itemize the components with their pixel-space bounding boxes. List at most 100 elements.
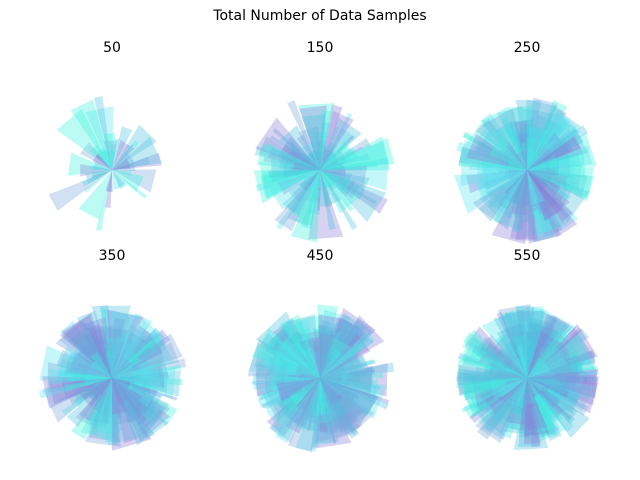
polar-bar [500, 116, 527, 170]
polar-bar [320, 327, 358, 378]
polar-bar [102, 353, 113, 378]
polar-bar [112, 329, 161, 378]
polar-bar [112, 378, 178, 401]
polar-bar [527, 170, 562, 244]
polar-bar [111, 378, 152, 451]
polar-bar [527, 138, 551, 170]
polar-bar [58, 346, 112, 378]
polar-bar [496, 362, 527, 378]
polar-bar [296, 134, 320, 170]
polar-bar [524, 378, 539, 416]
polar-bar [527, 326, 555, 378]
polar-bar [492, 378, 527, 396]
polar-bar [320, 378, 331, 397]
polar-bar [320, 364, 345, 378]
polar-bar [312, 378, 320, 397]
polar-bar [291, 170, 320, 218]
polar-bar [320, 170, 333, 189]
polar-bar [484, 360, 527, 378]
polar-bar [500, 347, 527, 378]
polar-bar [79, 346, 112, 378]
polar-bar [527, 119, 563, 170]
polar-bar [68, 370, 112, 382]
polar-bar [297, 164, 320, 175]
polar-bar [296, 378, 320, 417]
polar-bar [504, 161, 527, 175]
polar-bar [523, 359, 535, 378]
polar-bar [320, 329, 339, 378]
polar-bar [306, 378, 320, 432]
polar-bar [527, 341, 572, 378]
polar-bar [511, 378, 527, 399]
polar-bar [514, 346, 532, 378]
polar-bar [527, 378, 552, 422]
polar-bar [503, 378, 527, 405]
polar-bar [527, 378, 550, 408]
polar-bar [526, 332, 542, 378]
polar-bar [527, 170, 559, 176]
polar-bar [280, 361, 320, 378]
polar-bar [320, 378, 380, 413]
polar-bar [316, 378, 320, 413]
polar-bar [480, 160, 527, 170]
polar-bar [527, 128, 584, 170]
polar-bar [97, 378, 112, 392]
polar-bar [320, 371, 344, 378]
polar-bar [112, 378, 144, 391]
polar-bar [527, 315, 571, 378]
polar-bar [91, 305, 131, 378]
polar-bar [313, 354, 320, 378]
polar-bar [112, 317, 126, 378]
polar-bar [320, 350, 356, 378]
polar-bar [320, 141, 389, 170]
polar-bar [84, 378, 112, 402]
polar-bar [320, 358, 327, 378]
polar-bar [524, 359, 533, 378]
polar-bar [112, 376, 134, 383]
polar-bar [84, 332, 112, 378]
polar-bar [505, 378, 534, 427]
polar-bar [112, 378, 132, 405]
polar-bar [505, 162, 527, 176]
polar-bar [527, 378, 552, 407]
polar-bar [496, 311, 527, 378]
polar-bar [309, 378, 321, 398]
polar-bar [293, 359, 320, 378]
polar-bar [112, 378, 156, 417]
polar-bar [527, 378, 564, 394]
polar-bar [270, 135, 320, 170]
polar-bar [320, 378, 340, 417]
polar-bar [478, 378, 527, 419]
polar-bar [98, 378, 112, 396]
polar-bar [314, 378, 320, 403]
polar-bar [527, 322, 559, 378]
polar-bar [481, 161, 527, 170]
polar-bar [74, 366, 112, 386]
polar-bar [320, 378, 359, 436]
polar-bar [527, 347, 557, 378]
polar-bar [527, 169, 552, 178]
polar-bar [320, 378, 337, 404]
polar-bar [505, 378, 527, 385]
polar-bar [514, 378, 527, 399]
polar-bar [320, 378, 379, 417]
polar-bar [98, 150, 112, 170]
polar-bar [471, 378, 527, 418]
polar-bar [320, 355, 332, 378]
polar-bar [513, 335, 527, 378]
polar-bar [493, 356, 527, 378]
polar-bar [508, 339, 529, 378]
polar-bar [320, 378, 342, 397]
polar-bar [480, 112, 527, 170]
polar-bar [516, 320, 536, 378]
polar-bar [275, 378, 320, 444]
polar-bar [302, 378, 320, 392]
polar-bar [320, 378, 337, 444]
polar-bar [112, 374, 141, 380]
polar-bar [507, 378, 527, 431]
polar-bar [514, 170, 527, 206]
polar-bar [112, 378, 124, 395]
polar-bar [91, 378, 112, 387]
polar-bar [112, 330, 143, 378]
polar-bar [320, 378, 347, 429]
